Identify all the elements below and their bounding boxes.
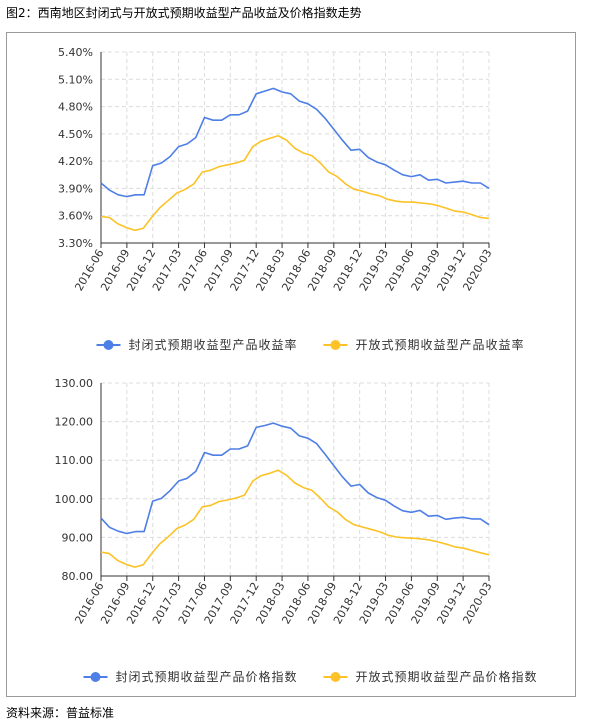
y-tick-label: 3.90% xyxy=(58,182,93,195)
y-tick-label: 90.00 xyxy=(62,531,94,544)
legend: 封闭式预期收益型产品价格指数 开放式预期收益型产品价格指数 xyxy=(83,669,538,684)
y-tick-label: 4.80% xyxy=(58,101,93,114)
y-tick-label: 100.00 xyxy=(55,493,94,506)
chart-frame: 3.30% 3.60% 3.90% 4.20% 4.50% 4.80% 5.10% 5.40%… xyxy=(6,32,576,697)
legend-marker-icon xyxy=(330,672,341,682)
y-tick-label: 4.20% xyxy=(58,155,93,168)
y-tick-label: 5.40% xyxy=(58,46,93,59)
legend-label: 开放式预期收益型产品收益率 xyxy=(356,337,525,352)
chart-1: 3.30% 3.60% 3.90% 4.20% 4.50% 4.80% 5.10% 5.40%… xyxy=(58,46,525,352)
legend-marker-icon xyxy=(90,672,101,682)
y-tick-label: 3.30% xyxy=(58,237,93,250)
legend-label: 封闭式预期收益型产品收益率 xyxy=(129,337,298,352)
series-line-1 xyxy=(100,422,490,535)
y-tick-label: 80.00 xyxy=(62,570,94,583)
y-tick-label: 130.00 xyxy=(55,377,94,390)
charts-canvas: 3.30% 3.60% 3.90% 4.20% 4.50% 4.80% 5.10% 5.40%… xyxy=(55,46,538,684)
y-tick-label: 5.10% xyxy=(58,73,93,86)
series-line-2 xyxy=(100,469,490,568)
legend-item-1: 封闭式预期收益型产品价格指数 xyxy=(83,669,298,684)
legend: 封闭式预期收益型产品收益率 开放式预期收益型产品收益率 xyxy=(96,337,525,352)
series-line-2 xyxy=(100,134,490,232)
legend-marker-icon xyxy=(330,340,341,350)
y-tick-label: 3.60% xyxy=(58,210,93,223)
legend-item-1: 封闭式预期收益型产品收益率 xyxy=(96,337,298,352)
series-line-1 xyxy=(100,87,490,198)
legend-label: 开放式预期收益型产品价格指数 xyxy=(356,669,538,684)
legend-item-2: 开放式预期收益型产品收益率 xyxy=(323,337,525,352)
source-note: 资料来源：普益标准 xyxy=(6,706,115,720)
legend-marker-icon xyxy=(103,340,114,350)
y-tick-label: 110.00 xyxy=(55,454,94,467)
legend-label: 封闭式预期收益型产品价格指数 xyxy=(116,669,298,684)
legend-item-2: 开放式预期收益型产品价格指数 xyxy=(323,669,538,684)
figure-title: 图2：西南地区封闭式与开放式预期收益型产品收益及价格指数走势 xyxy=(6,6,362,20)
y-tick-label: 120.00 xyxy=(55,416,94,429)
chart-2: 80.0090.00100.00110.00120.00130.002016-0… xyxy=(55,377,538,684)
y-tick-label: 4.50% xyxy=(58,128,93,141)
